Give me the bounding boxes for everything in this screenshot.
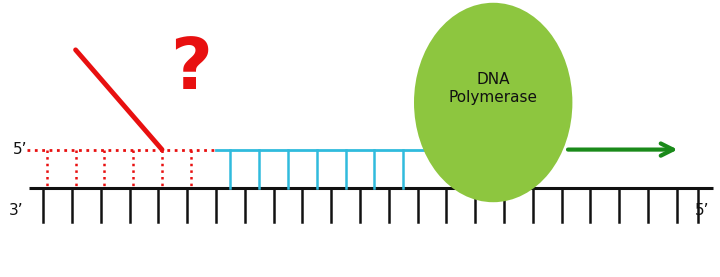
Text: 3’: 3’ <box>9 203 23 218</box>
Text: 5’: 5’ <box>695 203 709 218</box>
Text: ?: ? <box>170 35 212 104</box>
Text: DNA
Polymerase: DNA Polymerase <box>449 73 538 105</box>
Text: 5’: 5’ <box>13 142 27 157</box>
Ellipse shape <box>414 3 572 202</box>
